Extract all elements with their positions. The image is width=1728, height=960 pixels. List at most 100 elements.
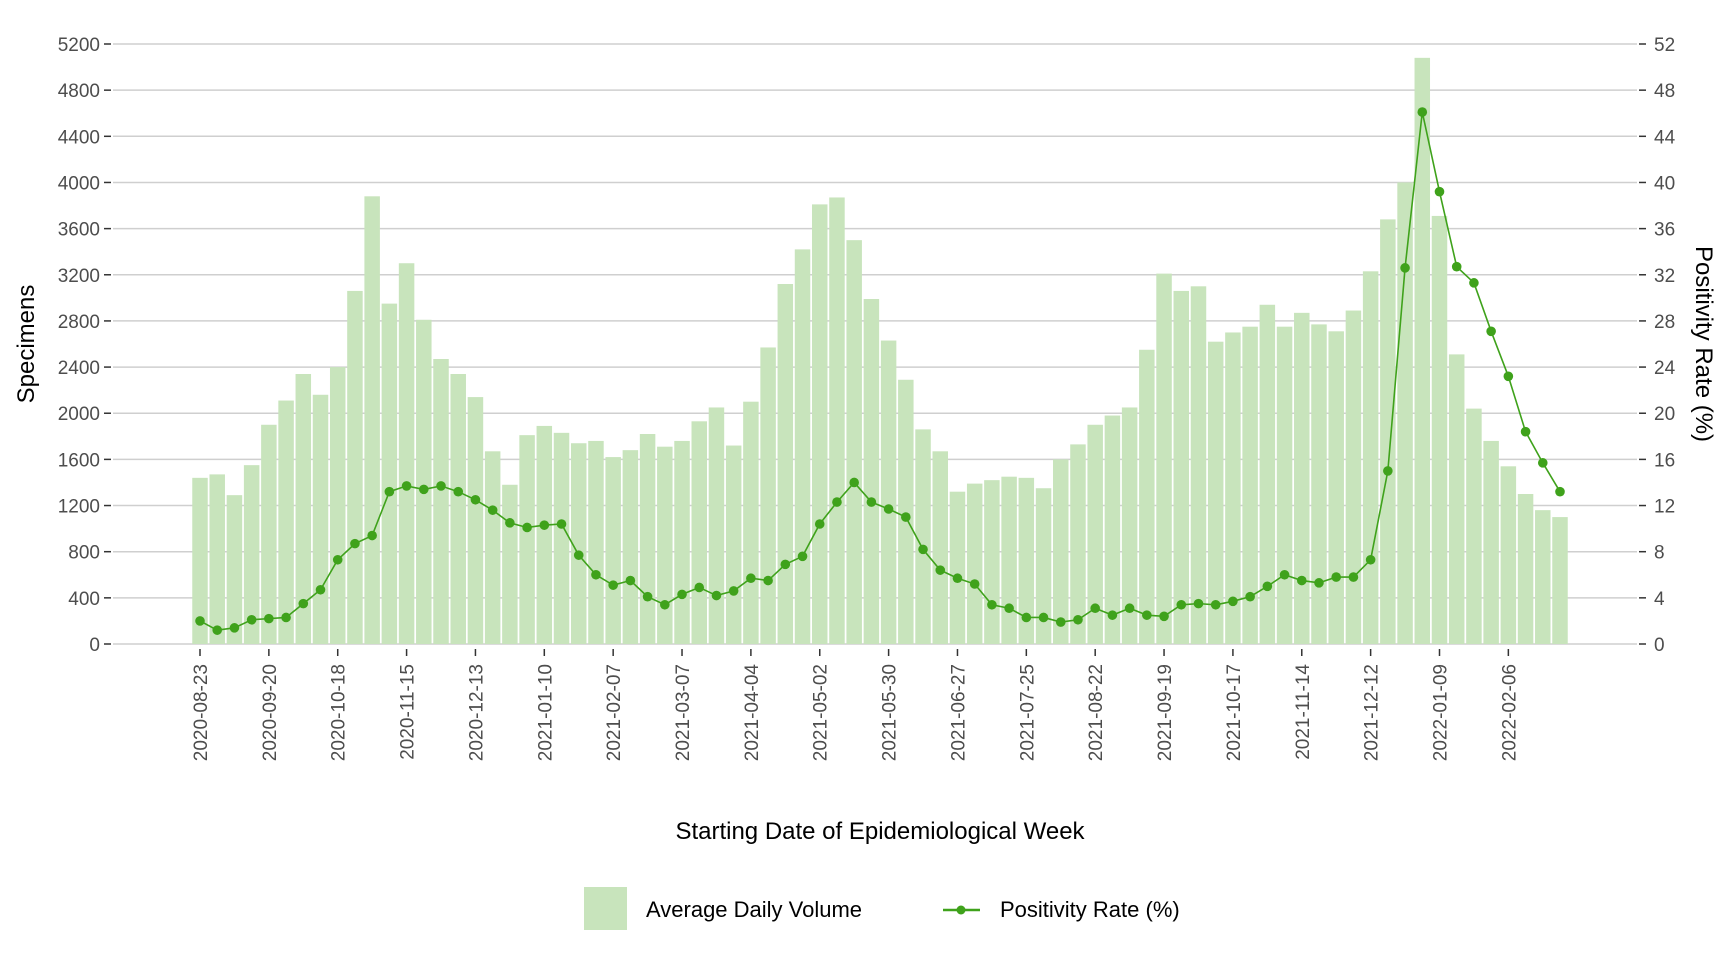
positivity-point xyxy=(384,486,395,497)
bar xyxy=(1517,494,1534,644)
positivity-point xyxy=(1038,612,1049,623)
positivity-point xyxy=(1176,599,1187,610)
bar xyxy=(588,440,604,644)
x-tick-label: 2021-07-25 xyxy=(1017,664,1038,761)
positivity-point xyxy=(573,550,584,560)
positivity-point xyxy=(281,612,291,623)
positivity-point xyxy=(1021,612,1032,623)
bar xyxy=(1139,349,1155,644)
bar xyxy=(1448,354,1465,644)
bars-average-daily-volume xyxy=(192,57,1568,645)
positivity-point xyxy=(763,575,773,586)
bar xyxy=(932,451,948,644)
y-axis-left-title: Specimens xyxy=(13,285,40,404)
y-left-tick-label: 3600 xyxy=(58,220,100,241)
positivity-point xyxy=(1142,610,1152,620)
y-right-tick-label: 36 xyxy=(1654,220,1675,241)
bar xyxy=(347,290,363,644)
bar xyxy=(1500,466,1517,644)
bar xyxy=(312,394,329,644)
bar xyxy=(381,303,398,644)
bar xyxy=(622,450,639,644)
y-right-tick-label: 0 xyxy=(1654,635,1665,656)
positivity-point xyxy=(453,486,464,497)
y-right-tick-label: 28 xyxy=(1654,312,1675,333)
positivity-point xyxy=(470,494,481,505)
x-tick-label: 2020-10-18 xyxy=(329,664,350,761)
positivity-point xyxy=(1193,598,1204,609)
bar xyxy=(605,457,621,644)
x-tick-label: 2021-06-27 xyxy=(948,664,969,761)
y-left-tick-label: 5200 xyxy=(58,35,100,56)
positivity-point xyxy=(608,580,618,590)
bar xyxy=(966,483,983,644)
legend: Average Daily Volume Positivity Rate (%) xyxy=(584,887,1180,930)
y-left-tick-label: 3200 xyxy=(58,266,100,287)
bar xyxy=(519,435,535,644)
bar xyxy=(467,397,484,644)
positivity-point xyxy=(1520,426,1531,437)
x-tick-label: 2021-12-12 xyxy=(1362,664,1383,761)
legend-label: Average Daily Volume xyxy=(646,897,862,922)
bar xyxy=(1431,215,1448,644)
y-right-tick-label: 32 xyxy=(1654,266,1675,287)
y-right-tick-label: 16 xyxy=(1654,450,1675,471)
positivity-point xyxy=(952,573,963,584)
bar xyxy=(760,347,776,644)
bar xyxy=(880,340,897,644)
bar xyxy=(1225,332,1241,644)
bar xyxy=(295,374,312,644)
x-tick-label: 2021-03-07 xyxy=(673,664,694,761)
x-tick-label: 2021-10-17 xyxy=(1224,664,1245,761)
bar xyxy=(949,491,966,644)
bar xyxy=(1104,415,1121,644)
positivity-point xyxy=(350,538,360,549)
y-right-tick-label: 40 xyxy=(1654,173,1675,194)
positivity-point xyxy=(728,586,739,596)
positivity-point xyxy=(1383,466,1393,476)
positivity-point xyxy=(1451,261,1462,272)
bar xyxy=(794,249,811,644)
positivity-point xyxy=(1296,575,1307,586)
bar xyxy=(1190,286,1207,644)
bar xyxy=(1259,304,1276,644)
positivity-point xyxy=(1400,263,1410,273)
x-axis: 2020-08-23 2020-09-20 2020-10-18 2020-11-15… xyxy=(191,649,1520,761)
bar xyxy=(261,424,277,644)
positivity-point xyxy=(367,530,377,541)
bar xyxy=(416,319,432,644)
positivity-point xyxy=(1073,614,1083,625)
positivity-point xyxy=(1555,486,1565,497)
legend-swatch-bar xyxy=(584,887,627,930)
bar xyxy=(1483,440,1499,644)
bar xyxy=(1173,290,1190,644)
bar xyxy=(1156,273,1172,644)
bar xyxy=(450,374,466,644)
bar xyxy=(1276,326,1293,644)
positivity-point xyxy=(487,505,498,515)
bar xyxy=(1035,488,1052,644)
y-right-tick-label: 44 xyxy=(1654,127,1676,148)
positivity-point xyxy=(401,481,412,491)
line-positivity-rate xyxy=(195,107,1565,635)
bar xyxy=(743,401,759,644)
legend-label: Positivity Rate (%) xyxy=(1000,897,1180,922)
bar xyxy=(192,477,208,644)
bar xyxy=(812,204,828,644)
positivity-point xyxy=(1537,458,1548,468)
positivity-point xyxy=(539,520,550,530)
y-left-tick-label: 2000 xyxy=(58,404,100,425)
x-tick-label: 2020-09-20 xyxy=(260,664,281,761)
bar xyxy=(1380,219,1396,644)
y-right-tick-label: 12 xyxy=(1654,497,1675,518)
positivity-point xyxy=(832,497,842,507)
positivity-point xyxy=(1434,186,1445,197)
y-left-tick-label: 2400 xyxy=(58,358,100,379)
positivity-point xyxy=(746,573,756,584)
x-tick-label: 2021-09-19 xyxy=(1155,664,1176,761)
positivity-point xyxy=(246,614,257,625)
bar xyxy=(1053,459,1069,644)
positivity-point xyxy=(901,512,911,522)
